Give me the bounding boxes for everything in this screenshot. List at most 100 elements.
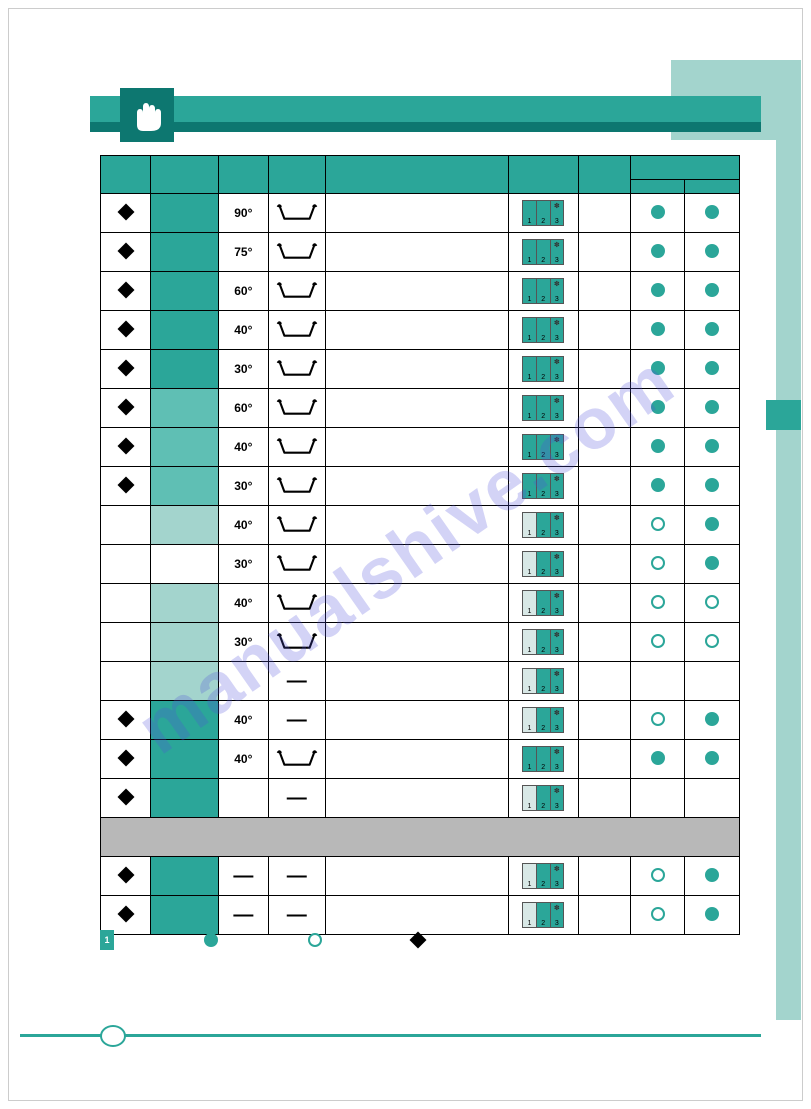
knob-cell bbox=[101, 740, 151, 779]
knob-marker-icon bbox=[117, 437, 134, 454]
option-yes-icon bbox=[651, 751, 665, 765]
detergent-drawer-icon: 123 bbox=[522, 902, 564, 928]
duration-cell bbox=[578, 389, 630, 428]
washtub-icon bbox=[276, 746, 318, 770]
duration-cell bbox=[578, 896, 630, 935]
opt1-cell bbox=[630, 194, 685, 233]
option-optional-icon bbox=[651, 517, 665, 531]
option-yes-icon bbox=[705, 907, 719, 921]
option-yes-icon bbox=[651, 439, 665, 453]
duration-cell bbox=[578, 272, 630, 311]
option-optional-icon bbox=[651, 634, 665, 648]
wash-cell bbox=[268, 740, 325, 779]
wash-cell: — bbox=[268, 896, 325, 935]
duration-cell bbox=[578, 428, 630, 467]
temp-cell bbox=[218, 779, 268, 818]
desc-cell bbox=[325, 623, 508, 662]
washtub-icon bbox=[276, 629, 318, 653]
deterg-cell: 123 bbox=[508, 467, 578, 506]
opt1-cell bbox=[630, 467, 685, 506]
temp-cell: 30° bbox=[218, 350, 268, 389]
detergent-drawer-icon: 123 bbox=[522, 668, 564, 694]
deterg-cell: 123 bbox=[508, 545, 578, 584]
opt2-cell bbox=[685, 779, 740, 818]
detergent-drawer-icon: 123 bbox=[522, 395, 564, 421]
option-yes-icon bbox=[651, 322, 665, 336]
desc-cell bbox=[325, 272, 508, 311]
desc-cell bbox=[325, 896, 508, 935]
wash-cell bbox=[268, 428, 325, 467]
label-cell bbox=[151, 623, 219, 662]
washtub-icon bbox=[276, 551, 318, 575]
knob-marker-icon bbox=[117, 281, 134, 298]
temp-cell: 40° bbox=[218, 311, 268, 350]
detergent-drawer-icon: 123 bbox=[522, 278, 564, 304]
table-row: 60° 123 bbox=[101, 272, 740, 311]
desc-cell bbox=[325, 662, 508, 701]
duration-cell bbox=[578, 779, 630, 818]
desc-cell bbox=[325, 194, 508, 233]
knob-marker-icon bbox=[117, 788, 134, 805]
right-accent-strip bbox=[776, 140, 801, 1020]
label-cell bbox=[151, 350, 219, 389]
wash-cell bbox=[268, 311, 325, 350]
washtub-icon bbox=[276, 356, 318, 380]
wash-cell: — bbox=[268, 779, 325, 818]
table-row bbox=[101, 818, 740, 857]
opt2-cell bbox=[685, 389, 740, 428]
label-cell bbox=[151, 662, 219, 701]
table-row: 40°123 bbox=[101, 506, 740, 545]
option-yes-icon bbox=[705, 868, 719, 882]
detergent-drawer-icon: 123 bbox=[522, 356, 564, 382]
deterg-cell: 123 bbox=[508, 428, 578, 467]
wash-cell bbox=[268, 467, 325, 506]
table-row: 40°—123 bbox=[101, 701, 740, 740]
duration-cell bbox=[578, 740, 630, 779]
detergent-drawer-icon: 123 bbox=[522, 200, 564, 226]
duration-cell bbox=[578, 545, 630, 584]
duration-cell bbox=[578, 506, 630, 545]
deterg-cell: 123 bbox=[508, 194, 578, 233]
knob-cell bbox=[101, 428, 151, 467]
duration-cell bbox=[578, 623, 630, 662]
option-yes-icon bbox=[705, 283, 719, 297]
opt1-cell bbox=[630, 233, 685, 272]
opt2-cell bbox=[685, 428, 740, 467]
knob-marker-icon bbox=[117, 710, 134, 727]
wash-cell: — bbox=[268, 662, 325, 701]
table-row: —123 bbox=[101, 779, 740, 818]
table-row: 60°123 bbox=[101, 389, 740, 428]
temp-cell: 30° bbox=[218, 623, 268, 662]
table-row: 90° 123 bbox=[101, 194, 740, 233]
opt1-cell bbox=[630, 272, 685, 311]
desc-cell bbox=[325, 857, 508, 896]
knob-marker-icon bbox=[117, 866, 134, 883]
option-yes-icon bbox=[651, 400, 665, 414]
temp-cell: 30° bbox=[218, 467, 268, 506]
option-yes-icon bbox=[705, 556, 719, 570]
option-yes-icon bbox=[651, 283, 665, 297]
temp-value: 30° bbox=[234, 479, 252, 493]
detergent-drawer-icon: 123 bbox=[522, 551, 564, 577]
deterg-cell: 123 bbox=[508, 350, 578, 389]
option-yes-icon bbox=[651, 361, 665, 375]
label-cell bbox=[151, 857, 219, 896]
temp-cell: 40° bbox=[218, 584, 268, 623]
no-temp-icon: — bbox=[233, 904, 253, 926]
option-optional-icon bbox=[651, 556, 665, 570]
option-optional-icon bbox=[705, 634, 719, 648]
knob-cell bbox=[101, 506, 151, 545]
temp-value: 90° bbox=[234, 206, 252, 220]
desc-cell bbox=[325, 545, 508, 584]
temp-cell: — bbox=[218, 896, 268, 935]
table-row: 40°123 bbox=[101, 311, 740, 350]
wash-cell bbox=[268, 545, 325, 584]
no-wash-icon: — bbox=[287, 670, 307, 692]
temp-value: 40° bbox=[234, 596, 252, 610]
temp-value: 60° bbox=[234, 284, 252, 298]
duration-cell bbox=[578, 233, 630, 272]
opt1-cell bbox=[630, 779, 685, 818]
knob-cell bbox=[101, 857, 151, 896]
washtub-icon bbox=[276, 278, 318, 302]
temp-value: 40° bbox=[234, 713, 252, 727]
